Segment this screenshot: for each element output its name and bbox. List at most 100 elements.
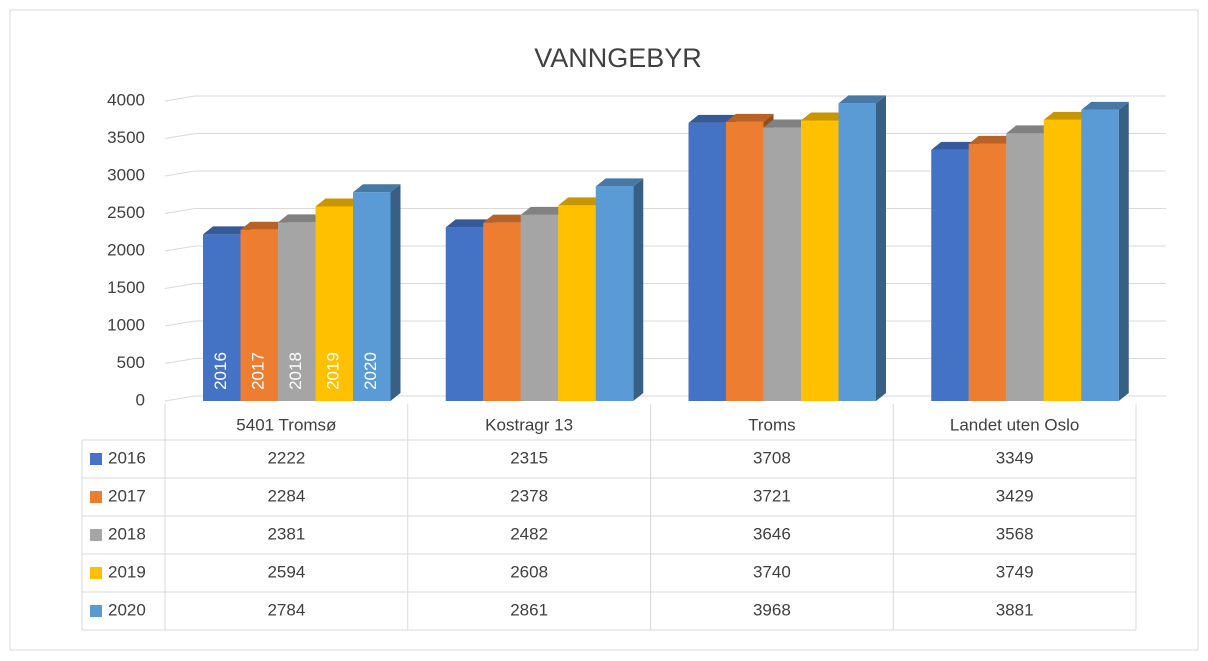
bar-top [688, 114, 736, 123]
x-tick-label: Troms [748, 415, 796, 434]
bar-top [931, 141, 979, 150]
bar-label: 2020 [361, 352, 380, 390]
bar [278, 222, 316, 401]
bar-side [1118, 101, 1129, 402]
table-value: 3740 [753, 562, 791, 581]
y-tick-label: 2500 [107, 203, 145, 222]
grid-line-side [164, 283, 196, 289]
bar [558, 205, 596, 401]
grid-line-side [164, 95, 196, 102]
bar [353, 192, 391, 401]
bar-top [1081, 101, 1129, 110]
y-tick-label: 4000 [107, 90, 145, 109]
table-value: 2608 [510, 562, 548, 581]
bar-top [1043, 111, 1092, 120]
bar-top [203, 226, 251, 235]
chart-title: VANNGEBYR [534, 43, 702, 73]
bar-top [801, 112, 849, 121]
bar-side [876, 95, 886, 402]
bar [483, 222, 521, 401]
bar-top [1006, 125, 1054, 134]
table-value: 3349 [996, 448, 1034, 467]
bar-top [520, 206, 569, 215]
x-tick-label: Kostragr 13 [485, 415, 573, 434]
bar [726, 121, 764, 402]
bar [968, 143, 1007, 401]
table-value: 3708 [753, 448, 791, 467]
table-value: 2784 [267, 600, 305, 619]
table-value: 3881 [996, 600, 1034, 619]
grid-line-side [164, 170, 196, 177]
y-tick-label: 2000 [107, 240, 145, 259]
table-value: 3968 [753, 600, 791, 619]
bar-top [445, 219, 494, 228]
table-value: 2222 [267, 448, 305, 467]
table-value: 3646 [753, 524, 791, 543]
legend-label: 2020 [108, 600, 146, 619]
bar-top [240, 221, 288, 230]
table-value: 3429 [996, 486, 1034, 505]
grid-line-side [164, 245, 196, 252]
bar [838, 103, 876, 402]
x-tick-label: Landet uten Oslo [950, 415, 1079, 434]
bar-label: 2017 [249, 352, 268, 390]
bar [931, 149, 969, 401]
y-tick-label: 500 [117, 353, 145, 372]
legend-label: 2018 [108, 524, 146, 543]
bar [315, 206, 353, 401]
grid-line-side [164, 358, 196, 364]
table-value: 2381 [267, 524, 305, 543]
table-value: 2315 [510, 448, 548, 467]
bar [203, 234, 241, 401]
grid-line-side [164, 395, 196, 402]
legend-label: 2019 [108, 562, 146, 581]
legend-swatch [90, 491, 102, 503]
bar [801, 120, 839, 401]
bar [1006, 133, 1044, 401]
bar-label: 2019 [324, 352, 343, 390]
legend-label: 2016 [108, 448, 146, 467]
grid-line-side [164, 133, 196, 139]
bar-side [390, 184, 401, 401]
bar-top [968, 135, 1017, 144]
bar [763, 127, 801, 402]
legend-label: 2017 [108, 486, 146, 505]
bar-top [483, 214, 531, 223]
bar-top [726, 113, 774, 122]
bar-top [353, 184, 401, 193]
y-tick-label: 3500 [107, 128, 145, 147]
legend-swatch [90, 605, 102, 617]
bar-top [278, 214, 326, 223]
table-value: 2594 [267, 562, 305, 581]
bar [1043, 119, 1082, 401]
table-value: 3568 [996, 524, 1034, 543]
y-tick-label: 1000 [107, 315, 145, 334]
legend-swatch [90, 567, 102, 579]
bar-top [315, 198, 363, 207]
bar-label: 2016 [211, 352, 230, 390]
grid-line-side [164, 208, 196, 214]
grid-line-side [164, 320, 196, 327]
table-value: 3721 [753, 486, 791, 505]
bar-top [763, 119, 811, 128]
bar-top [838, 95, 886, 104]
bar [240, 229, 278, 401]
bar [595, 186, 634, 401]
y-tick-label: 1500 [107, 278, 145, 297]
bar [688, 122, 726, 402]
bar-top [558, 197, 606, 206]
bar [445, 227, 484, 401]
table-value: 2284 [267, 486, 305, 505]
table-value: 2378 [510, 486, 548, 505]
y-tick-label: 3000 [107, 165, 145, 184]
y-tick-label: 0 [136, 390, 145, 409]
table-value: 2482 [510, 524, 548, 543]
bar [1081, 109, 1119, 402]
bar-label: 2018 [286, 352, 305, 390]
x-tick-label: 5401 Tromsø [236, 415, 336, 434]
legend-swatch [90, 529, 102, 541]
legend-swatch [90, 453, 102, 465]
bar-top [595, 178, 644, 187]
bar [520, 214, 559, 401]
